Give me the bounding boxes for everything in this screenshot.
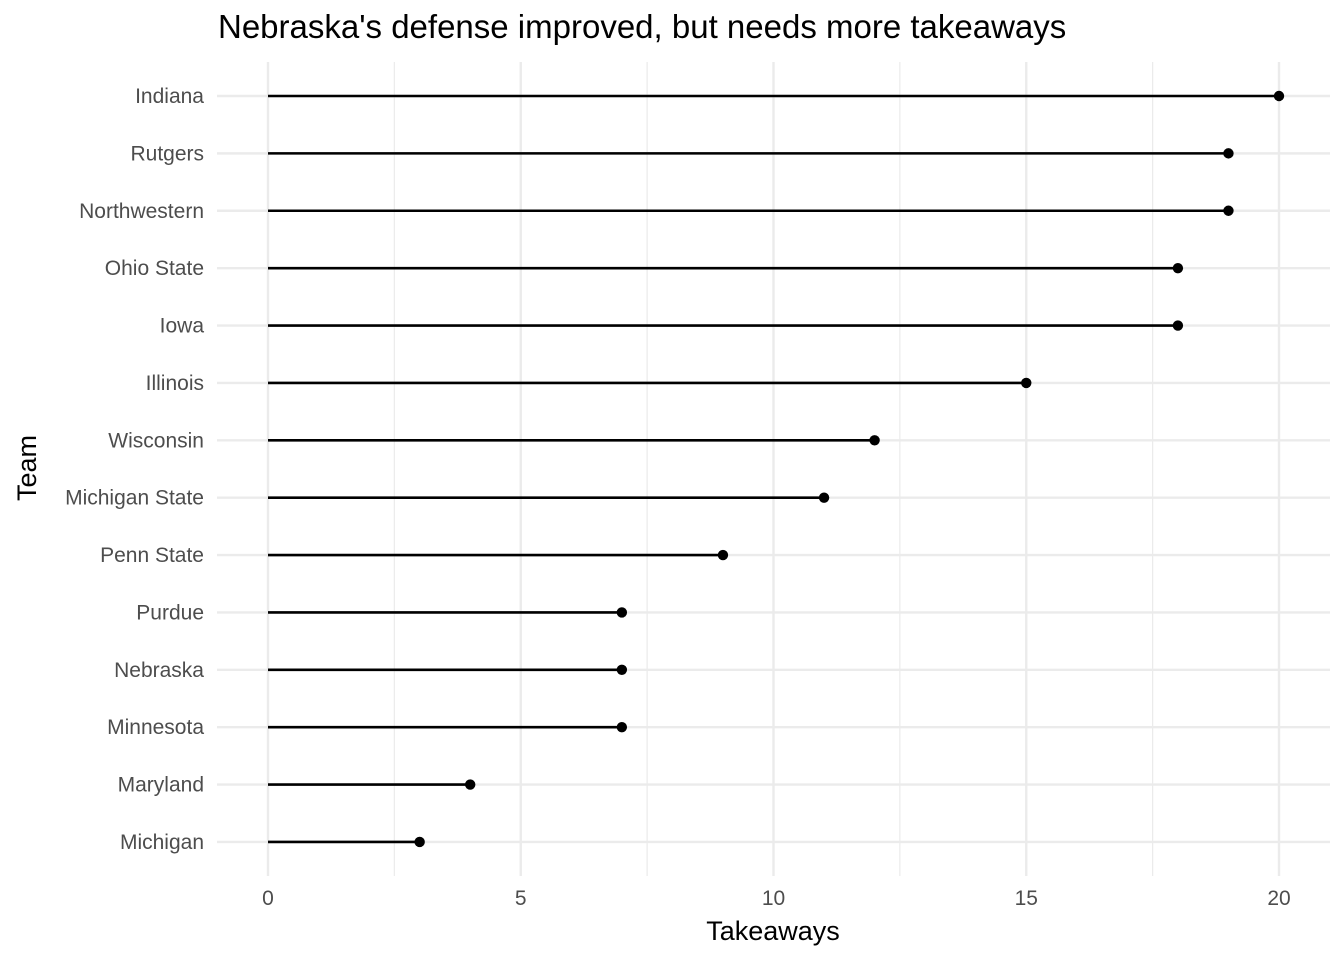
x-tick-label: 5 — [515, 887, 527, 910]
x-tick-label: 20 — [1267, 887, 1290, 910]
x-tick-label: 10 — [762, 887, 785, 910]
lollipop-point — [616, 607, 628, 618]
lollipop-point — [616, 721, 628, 733]
grid-lines — [217, 62, 1330, 876]
chart-title: Nebraska's defense improved, but needs m… — [218, 8, 1067, 45]
y-tick-label: Minnesota — [107, 716, 204, 739]
tick-labels: Indiana Rutgers Northwestern Ohio State Iowa… — [65, 85, 1291, 910]
y-tick-label: Penn State — [100, 544, 204, 567]
x-tick-label: 0 — [262, 887, 274, 910]
chart-marks — [268, 90, 1285, 848]
lollipop-point — [414, 836, 425, 848]
y-tick-label: Illinois — [146, 372, 204, 395]
lollipop-point — [1223, 148, 1234, 159]
y-tick-label: Ohio State — [105, 257, 204, 280]
y-tick-label: Maryland — [118, 774, 204, 797]
lollipop-point — [1172, 320, 1184, 331]
lollipop-point — [616, 664, 628, 675]
y-tick-label: Michigan State — [65, 487, 204, 510]
lollipop-point — [1273, 90, 1285, 102]
y-tick-label: Wisconsin — [108, 429, 204, 452]
y-tick-label: Northwestern — [79, 200, 204, 223]
lollipop-point — [1021, 377, 1032, 389]
y-tick-label: Rutgers — [130, 142, 204, 165]
y-tick-label: Purdue — [136, 601, 204, 624]
lollipop-point — [465, 779, 476, 790]
x-tick-label: 15 — [1015, 887, 1038, 910]
y-tick-label: Michigan — [120, 831, 204, 854]
lollipop-point — [869, 435, 880, 446]
lollipop-point — [1223, 205, 1234, 216]
x-axis-title: Takeaways — [706, 916, 840, 946]
y-tick-label: Nebraska — [114, 659, 204, 682]
lollipop-point — [717, 549, 729, 561]
lollipop-point — [1172, 262, 1184, 274]
y-tick-label: Iowa — [160, 315, 205, 338]
y-tick-label: Indiana — [135, 85, 204, 108]
lollipop-point — [818, 492, 830, 503]
y-axis-title: Team — [12, 435, 42, 501]
